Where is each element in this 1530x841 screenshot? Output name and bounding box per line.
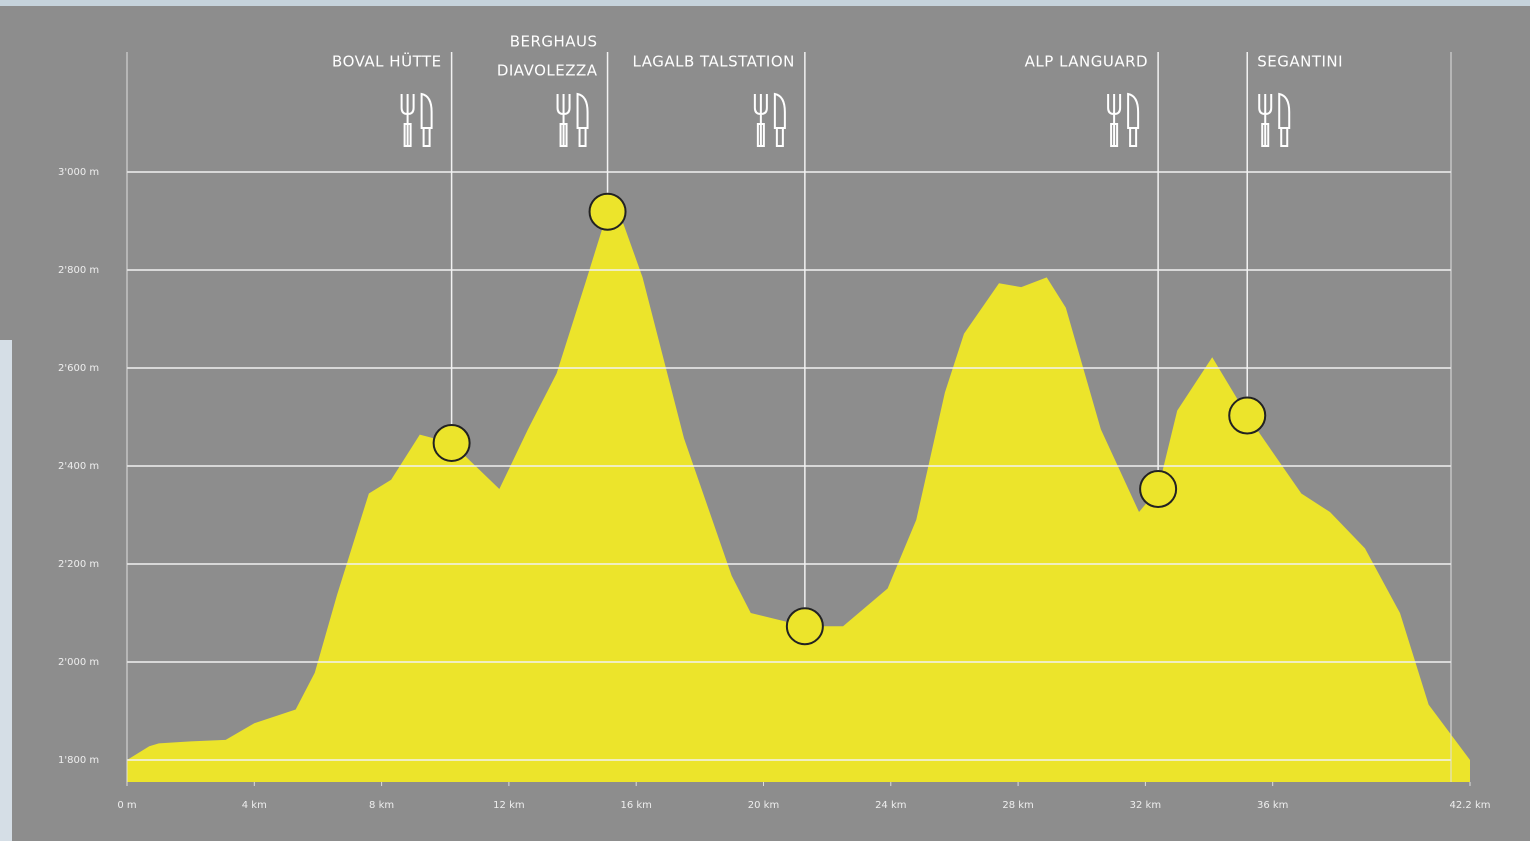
hut-marker <box>588 192 627 231</box>
photo-strip-top <box>0 0 1530 6</box>
restaurant-icon <box>1258 92 1291 147</box>
hut-marker <box>785 607 824 646</box>
fork <box>556 94 571 147</box>
x-tick-label: 16 km <box>620 800 651 811</box>
y-tick-label: 3'000 m <box>58 167 99 178</box>
y-tick-label: 2'400 m <box>58 461 99 472</box>
y-tick-label: 2'600 m <box>58 363 99 374</box>
y-tick-label: 2'000 m <box>58 657 99 668</box>
x-tick-label: 36 km <box>1257 800 1288 811</box>
x-tick-label: 24 km <box>875 800 906 811</box>
elevation-area <box>127 211 1470 782</box>
x-tick-label: 8 km <box>369 800 394 811</box>
knife <box>1278 92 1291 147</box>
y-tick-label: 1'800 m <box>58 755 99 766</box>
x-tick-label: 28 km <box>1002 800 1033 811</box>
fork <box>400 94 415 147</box>
restaurant-icon <box>753 92 786 147</box>
knife <box>773 92 786 147</box>
x-tick-label: 12 km <box>493 800 524 811</box>
hut-marker <box>1228 396 1267 435</box>
hut-name: LAGALB TALSTATION <box>633 53 795 71</box>
hut-marker <box>1139 470 1178 509</box>
x-tick-label: 4 km <box>242 800 267 811</box>
fork <box>1107 94 1122 147</box>
hut-name: BERGHAUS <box>510 33 598 51</box>
fork <box>1258 94 1273 147</box>
fork <box>753 94 768 147</box>
hut-name: DIAVOLEZZA <box>497 62 598 80</box>
x-tick-label: 32 km <box>1130 800 1161 811</box>
knife <box>420 92 433 147</box>
x-tick-label: 20 km <box>748 800 779 811</box>
y-tick-label: 2'200 m <box>58 559 99 570</box>
restaurant-icon <box>556 92 589 147</box>
x-tick-label: 0 m <box>117 800 136 811</box>
hut-name: SEGANTINI <box>1257 53 1343 71</box>
photo-strip-left <box>0 340 12 841</box>
hut-marker <box>432 423 471 462</box>
x-tick-label: 42.2 km <box>1450 800 1491 811</box>
hut-name: BOVAL HÜTTE <box>332 52 442 71</box>
y-tick-label: 2'800 m <box>58 265 99 276</box>
hut-name: ALP LANGUARD <box>1025 53 1148 71</box>
knife <box>576 92 589 147</box>
restaurant-icon <box>400 92 433 147</box>
restaurant-icon <box>1107 92 1140 147</box>
knife <box>1127 92 1140 147</box>
